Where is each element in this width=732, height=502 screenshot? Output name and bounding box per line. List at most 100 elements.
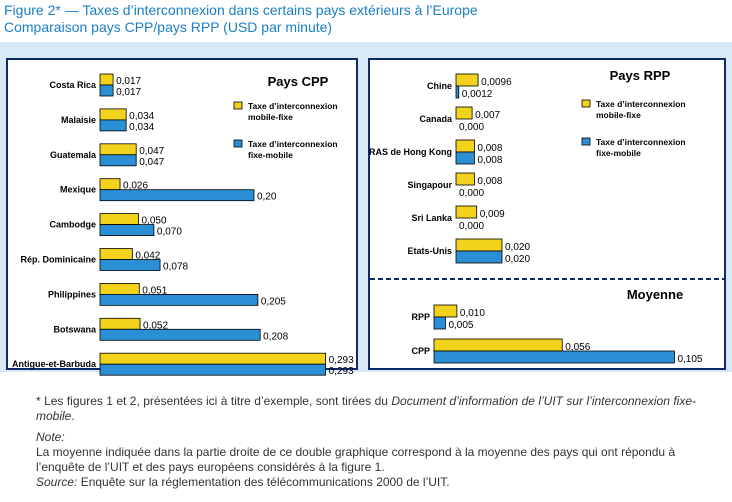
data-label-mobile-fixe-malaisie: 0,034	[129, 111, 154, 122]
data-label-fixe-mobile-ras-de-hong-kong: 0,008	[477, 155, 502, 166]
legend-mobile-fixe-text-2: mobile-fixe	[248, 112, 293, 122]
data-label-fixe-mobile-guatemala: 0,047	[139, 157, 164, 168]
data-label-mobile-fixe-chine: 0,0096	[481, 77, 512, 88]
legend-fixe-mobile-text-2: fixe-mobile	[248, 150, 293, 160]
data-label-mobile-fixe-sri-lanka: 0,009	[480, 209, 505, 220]
data-label-fixe-mobile-malaisie: 0,034	[129, 122, 154, 133]
footnote: * Les figures 1 et 2, présentées ici à t…	[36, 394, 696, 424]
bar-fixe-mobile-rep-dominicaine	[99, 259, 161, 271]
category-label-antigue-et-barbuda: Antigue-et-Barbuda	[12, 359, 97, 369]
source-text: Enquête sur la réglementation des téléco…	[77, 475, 450, 489]
data-label-fixe-mobile-rep-dominicaine: 0,078	[163, 262, 188, 273]
category-label-singapour: Singapour	[408, 180, 453, 190]
category-label-mexique: Mexique	[60, 185, 96, 195]
legend-mobile-fixe-swatch	[581, 99, 591, 108]
bar-fixe-mobile-etats-unis	[455, 250, 503, 264]
rpp-panel: Pays RPP Taxe d’interconnexion mobile-fixe…	[368, 58, 726, 370]
legend-mobile-fixe-text-1: Taxe d’interconnexion	[596, 99, 686, 109]
legend-fixe-mobile-text-1: Taxe d’interconnexion	[248, 139, 338, 149]
footnote-star: *	[36, 394, 41, 408]
bar-fixe-mobile-ras-de-hong-kong	[455, 151, 475, 165]
data-label-mobile-fixe-mexique: 0,026	[123, 181, 148, 192]
legend-mobile-fixe-swatch	[233, 101, 243, 110]
bar-fixe-mobile-cpp	[433, 350, 675, 364]
bar-mobile-fixe-cambodge	[99, 213, 139, 226]
data-label-fixe-mobile-cpp: 0,105	[677, 354, 702, 365]
category-label-chine: Chine	[427, 81, 452, 91]
legend-mobile-fixe-text-2: mobile-fixe	[596, 110, 641, 120]
bar-mobile-fixe-philippines	[99, 282, 140, 295]
cpp-panel-title: Pays CPP	[268, 74, 329, 89]
bar-mobile-fixe-antigue-et-barbuda	[99, 352, 327, 365]
category-label-malaisie: Malaisie	[61, 115, 96, 125]
category-label-philippines: Philippines	[48, 289, 96, 299]
category-label-guatemala: Guatemala	[50, 150, 97, 160]
source-label: Source:	[36, 475, 78, 489]
footnote-document-title: Document d’information de l’UIT sur l’in…	[36, 394, 696, 423]
bar-mobile-fixe-singapour	[455, 172, 475, 186]
bar-fixe-mobile-costa-rica	[99, 84, 114, 97]
category-label-costa-rica: Costa Rica	[49, 80, 97, 90]
bar-fixe-mobile-philippines	[99, 293, 259, 306]
legend-mobile-fixe-text-1: Taxe d’interconnexion	[248, 101, 338, 111]
rpp-panel-title: Pays RPP	[610, 68, 671, 83]
bar-fixe-mobile-malaisie	[99, 119, 127, 132]
bar-fixe-mobile-antigue-et-barbuda	[99, 363, 327, 376]
moyenne-title: Moyenne	[627, 287, 683, 302]
bar-mobile-fixe-ras-de-hong-kong	[455, 139, 475, 153]
data-label-fixe-mobile-etats-unis: 0,020	[505, 254, 530, 265]
bar-mobile-fixe-guatemala	[99, 143, 137, 156]
note-text: La moyenne indiquée dans la partie droit…	[36, 445, 676, 474]
legend-fixe-mobile-swatch	[581, 137, 591, 146]
footnote-text: Les figures 1 et 2, présentées ici à tit…	[40, 394, 392, 408]
data-label-mobile-fixe-guatemala: 0,047	[139, 146, 164, 157]
figure-title: Figure 2* — Taxes d’interconnexion dans …	[4, 2, 478, 18]
category-label-canada: Canada	[419, 114, 453, 124]
data-label-fixe-mobile-botswana: 0,208	[263, 331, 288, 342]
data-label-mobile-fixe-singapour: 0,008	[477, 176, 502, 187]
data-label-mobile-fixe-etats-unis: 0,020	[505, 242, 530, 253]
data-label-mobile-fixe-canada: 0,007	[475, 110, 500, 121]
category-label-etats-unis: Etats-Unis	[407, 246, 452, 256]
data-label-fixe-mobile-singapour: 0,000	[459, 188, 484, 199]
data-label-mobile-fixe-rep-dominicaine: 0,042	[135, 251, 160, 262]
data-label-mobile-fixe-cpp: 0,056	[565, 342, 590, 353]
data-label-mobile-fixe-rpp: 0,010	[460, 308, 485, 319]
bar-mobile-fixe-malaisie	[99, 108, 127, 121]
data-label-mobile-fixe-antigue-et-barbuda: 0,293	[329, 355, 354, 366]
data-label-fixe-mobile-mexique: 0,20	[257, 192, 277, 203]
category-label-rep-dominicaine: Rép. Dominicaine	[20, 255, 96, 265]
data-label-fixe-mobile-antigue-et-barbuda: 0,293	[329, 366, 354, 377]
bar-mobile-fixe-sri-lanka	[455, 205, 478, 219]
data-label-fixe-mobile-costa-rica: 0,017	[116, 87, 141, 98]
bar-mobile-fixe-rep-dominicaine	[99, 248, 133, 260]
cpp-panel: Pays CPP Taxe d’interconnexion mobile-fixe…	[6, 58, 358, 377]
data-label-fixe-mobile-philippines: 0,205	[261, 296, 286, 307]
bar-mobile-fixe-etats-unis	[455, 238, 503, 252]
notes-block: * Les figures 1 et 2, présentées ici à t…	[36, 394, 696, 490]
category-label-cambodge: Cambodge	[49, 220, 96, 230]
bar-mobile-fixe-chine	[455, 73, 479, 87]
category-label-cpp: CPP	[411, 346, 430, 356]
bar-fixe-mobile-cambodge	[99, 224, 155, 237]
category-label-botswana: Botswana	[53, 324, 97, 334]
category-label-rpp: RPP	[411, 312, 430, 322]
footnote-end: .	[71, 409, 75, 423]
data-label-fixe-mobile-chine: 0,0012	[462, 89, 493, 100]
data-label-fixe-mobile-sri-lanka: 0,000	[459, 221, 484, 232]
data-label-mobile-fixe-cambodge: 0,050	[142, 216, 167, 227]
bar-fixe-mobile-guatemala	[99, 154, 137, 167]
data-label-fixe-mobile-cambodge: 0,070	[157, 227, 182, 238]
data-label-mobile-fixe-ras-de-hong-kong: 0,008	[477, 143, 502, 154]
data-label-mobile-fixe-philippines: 0,051	[142, 285, 167, 296]
bar-fixe-mobile-chine	[455, 85, 460, 99]
legend-fixe-mobile-text-1: Taxe d’interconnexion	[596, 137, 686, 147]
data-label-mobile-fixe-costa-rica: 0,017	[116, 76, 141, 87]
legend-fixe-mobile-swatch	[233, 139, 243, 148]
bar-mobile-fixe-costa-rica	[99, 73, 114, 86]
bar-mobile-fixe-rpp	[433, 304, 458, 318]
bar-fixe-mobile-botswana	[99, 328, 261, 341]
bar-mobile-fixe-cpp	[433, 338, 563, 352]
